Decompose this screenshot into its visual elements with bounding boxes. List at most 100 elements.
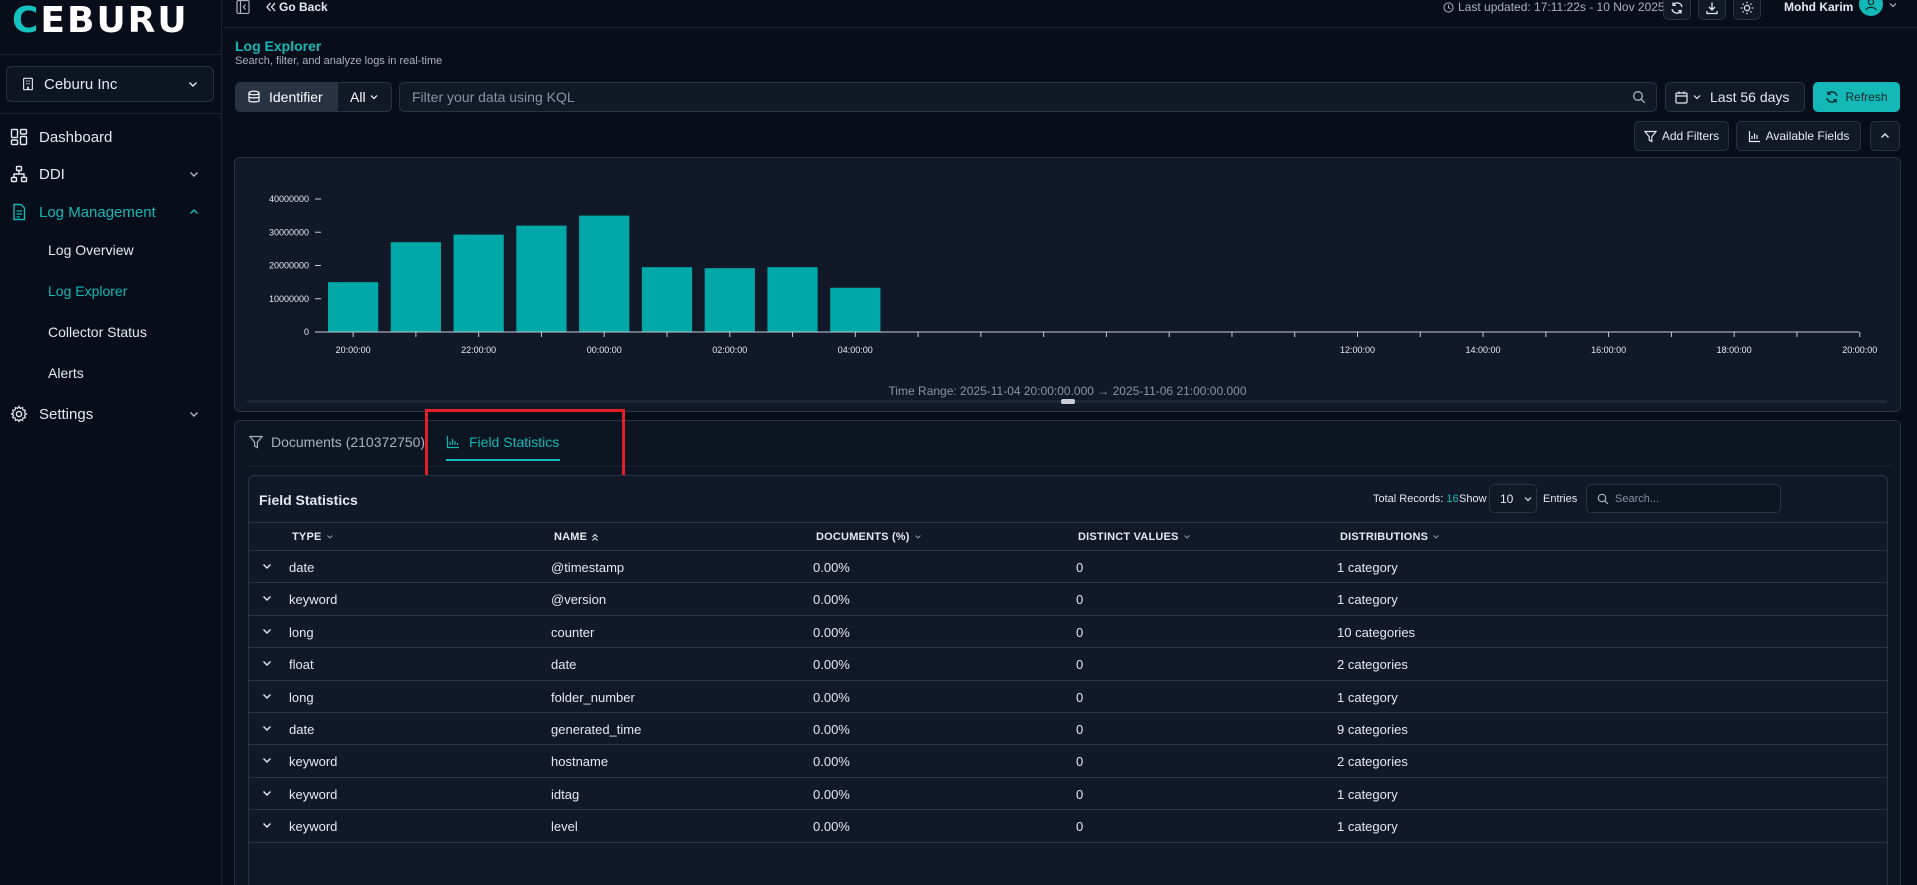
collapse-chart-button[interactable] — [1870, 121, 1900, 151]
cell-distinct-values: 0 — [1076, 754, 1084, 770]
histogram-bar[interactable] — [704, 268, 755, 332]
column-header-distributions[interactable]: DISTRIBUTIONS — [1340, 531, 1440, 543]
divider — [247, 466, 1890, 467]
identifier-selector[interactable]: Identifier All — [235, 82, 392, 112]
filter-icon — [249, 435, 263, 449]
column-header-label: DOCUMENTS (%) — [816, 531, 910, 543]
filter-icon — [1643, 130, 1657, 142]
chevron-down-icon — [190, 172, 198, 177]
search-icon[interactable] — [1632, 90, 1646, 104]
cell-type: keyword — [289, 786, 338, 802]
table-row[interactable]: float date 0.00% 0 2 categories — [249, 648, 1887, 681]
chevron-down-icon[interactable] — [261, 592, 273, 604]
table-row[interactable]: keyword idtag 0.00% 0 1 category — [249, 778, 1887, 811]
column-header-distinct-values[interactable]: DISTINCT VALUES — [1078, 531, 1191, 543]
divider — [0, 54, 222, 55]
tab-field-statistics[interactable]: Field Statistics — [446, 434, 559, 450]
kql-input[interactable] — [412, 89, 1632, 105]
building-icon — [23, 77, 33, 91]
histogram-bar[interactable] — [641, 267, 693, 332]
go-back-button[interactable]: Go Back — [265, 0, 328, 14]
column-header-documents[interactable]: DOCUMENTS (%) — [816, 531, 922, 543]
column-header-type[interactable]: TYPE — [292, 531, 334, 543]
add-filters-button[interactable]: Add Filters — [1634, 121, 1729, 151]
sidebar-item-settings[interactable]: Settings — [0, 396, 222, 432]
clock-icon — [1443, 1, 1454, 13]
avatar[interactable] — [1859, 0, 1883, 16]
column-header-label: DISTRIBUTIONS — [1340, 531, 1429, 543]
identifier-dropdown[interactable]: All — [338, 83, 391, 111]
kql-search-field[interactable] — [399, 82, 1657, 112]
cell-documents: 0.00% — [813, 786, 850, 802]
column-header-label: DISTINCT VALUES — [1078, 531, 1179, 543]
sync-button[interactable] — [1663, 0, 1691, 20]
tab-documents[interactable]: Documents (210372750) — [249, 434, 425, 450]
table-row[interactable]: keyword hostname 0.00% 0 2 categories — [249, 745, 1887, 778]
last-updated-text: Last updated: 17:11:22s - 10 Nov 2025 — [1458, 0, 1665, 14]
chart-scroll-thumb[interactable] — [1061, 399, 1075, 404]
identifier-label: Identifier — [269, 89, 323, 105]
table-row[interactable]: keyword level 0.00% 0 1 category — [249, 810, 1887, 843]
histogram-bar[interactable] — [390, 242, 441, 332]
table-row[interactable]: long counter 0.00% 0 10 categories — [249, 616, 1887, 649]
sidebar-subitem-alerts[interactable]: Alerts — [48, 365, 84, 381]
cell-distinct-values: 0 — [1076, 786, 1084, 802]
field-search-input[interactable] — [1615, 492, 1775, 505]
chevron-down-icon[interactable] — [261, 657, 273, 669]
histogram-bar[interactable] — [328, 282, 379, 332]
sidebar-item-label: Log Management — [39, 203, 156, 221]
histogram-bar[interactable] — [767, 267, 818, 332]
cell-documents: 0.00% — [813, 592, 850, 608]
histogram-bar[interactable] — [830, 287, 881, 332]
sidebar-subitem-log-overview[interactable]: Log Overview — [48, 242, 134, 258]
entries-select[interactable]: 10 — [1489, 484, 1537, 513]
ceburu-logo[interactable]: CEBURU — [12, 0, 189, 41]
sidebar-item-log-management[interactable]: Log Management — [0, 194, 222, 230]
table-row[interactable]: date @timestamp 0.00% 0 1 category — [249, 551, 1887, 584]
gear-icon — [10, 405, 28, 423]
download-button[interactable] — [1698, 0, 1726, 20]
sidebar-collapse-icon[interactable] — [236, 0, 250, 14]
cell-distributions: 1 category — [1337, 560, 1398, 575]
chevron-down-icon[interactable] — [261, 754, 273, 766]
field-search[interactable] — [1586, 484, 1781, 513]
table-row[interactable]: long folder_number 0.00% 0 1 category — [249, 681, 1887, 713]
column-header-name[interactable]: NAME — [554, 531, 599, 543]
org-selector[interactable]: Ceburu Inc — [6, 66, 214, 102]
chevron-down-icon[interactable] — [261, 787, 273, 799]
table-row[interactable]: date generated_time 0.00% 0 9 categories — [249, 713, 1887, 746]
sidebar-item-dashboard[interactable]: Dashboard — [0, 119, 222, 155]
cell-distributions: 2 categories — [1337, 657, 1408, 673]
chevron-up-icon — [190, 209, 198, 214]
sidebar-subitem-collector-status[interactable]: Collector Status — [48, 324, 147, 340]
chevron-down-icon[interactable] — [261, 722, 273, 734]
tab-field-statistics-label: Field Statistics — [469, 434, 560, 450]
histogram-bar[interactable] — [579, 215, 630, 332]
chevron-down-icon[interactable] — [261, 819, 273, 831]
theme-toggle-button[interactable] — [1733, 0, 1761, 20]
available-fields-button[interactable]: Available Fields — [1736, 121, 1861, 151]
cell-type: long — [289, 624, 314, 640]
date-range-picker[interactable]: Last 56 days — [1665, 82, 1805, 112]
cell-name: date — [551, 657, 577, 673]
user-name[interactable]: Mohd Karim — [1784, 0, 1854, 14]
refresh-button[interactable]: Refresh — [1813, 82, 1900, 112]
chevron-down-icon[interactable] — [261, 625, 273, 637]
database-icon — [248, 90, 260, 103]
column-header-label: TYPE — [292, 531, 322, 543]
chevron-down-icon[interactable] — [1888, 0, 1898, 10]
add-filters-label: Add Filters — [1661, 129, 1720, 143]
sidebar-item-ddi[interactable]: DDI — [0, 156, 222, 192]
table-row[interactable]: keyword @version 0.00% 0 1 category — [249, 583, 1887, 616]
sidebar: CEBURU Ceburu Inc Dashboard DDI Log Mana… — [0, 0, 222, 885]
cell-distinct-values: 0 — [1076, 592, 1084, 608]
column-header-label: NAME — [554, 531, 588, 543]
x-tick-label: 04:00:00 — [838, 345, 873, 355]
histogram-bar[interactable] — [516, 225, 567, 332]
cell-type: keyword — [289, 592, 338, 608]
chevron-down-icon[interactable] — [261, 690, 273, 702]
chevron-down-icon[interactable] — [261, 560, 273, 572]
sidebar-subitem-log-explorer[interactable]: Log Explorer — [48, 283, 128, 299]
identifier-button[interactable]: Identifier — [236, 83, 338, 111]
histogram-bar[interactable] — [453, 234, 504, 332]
